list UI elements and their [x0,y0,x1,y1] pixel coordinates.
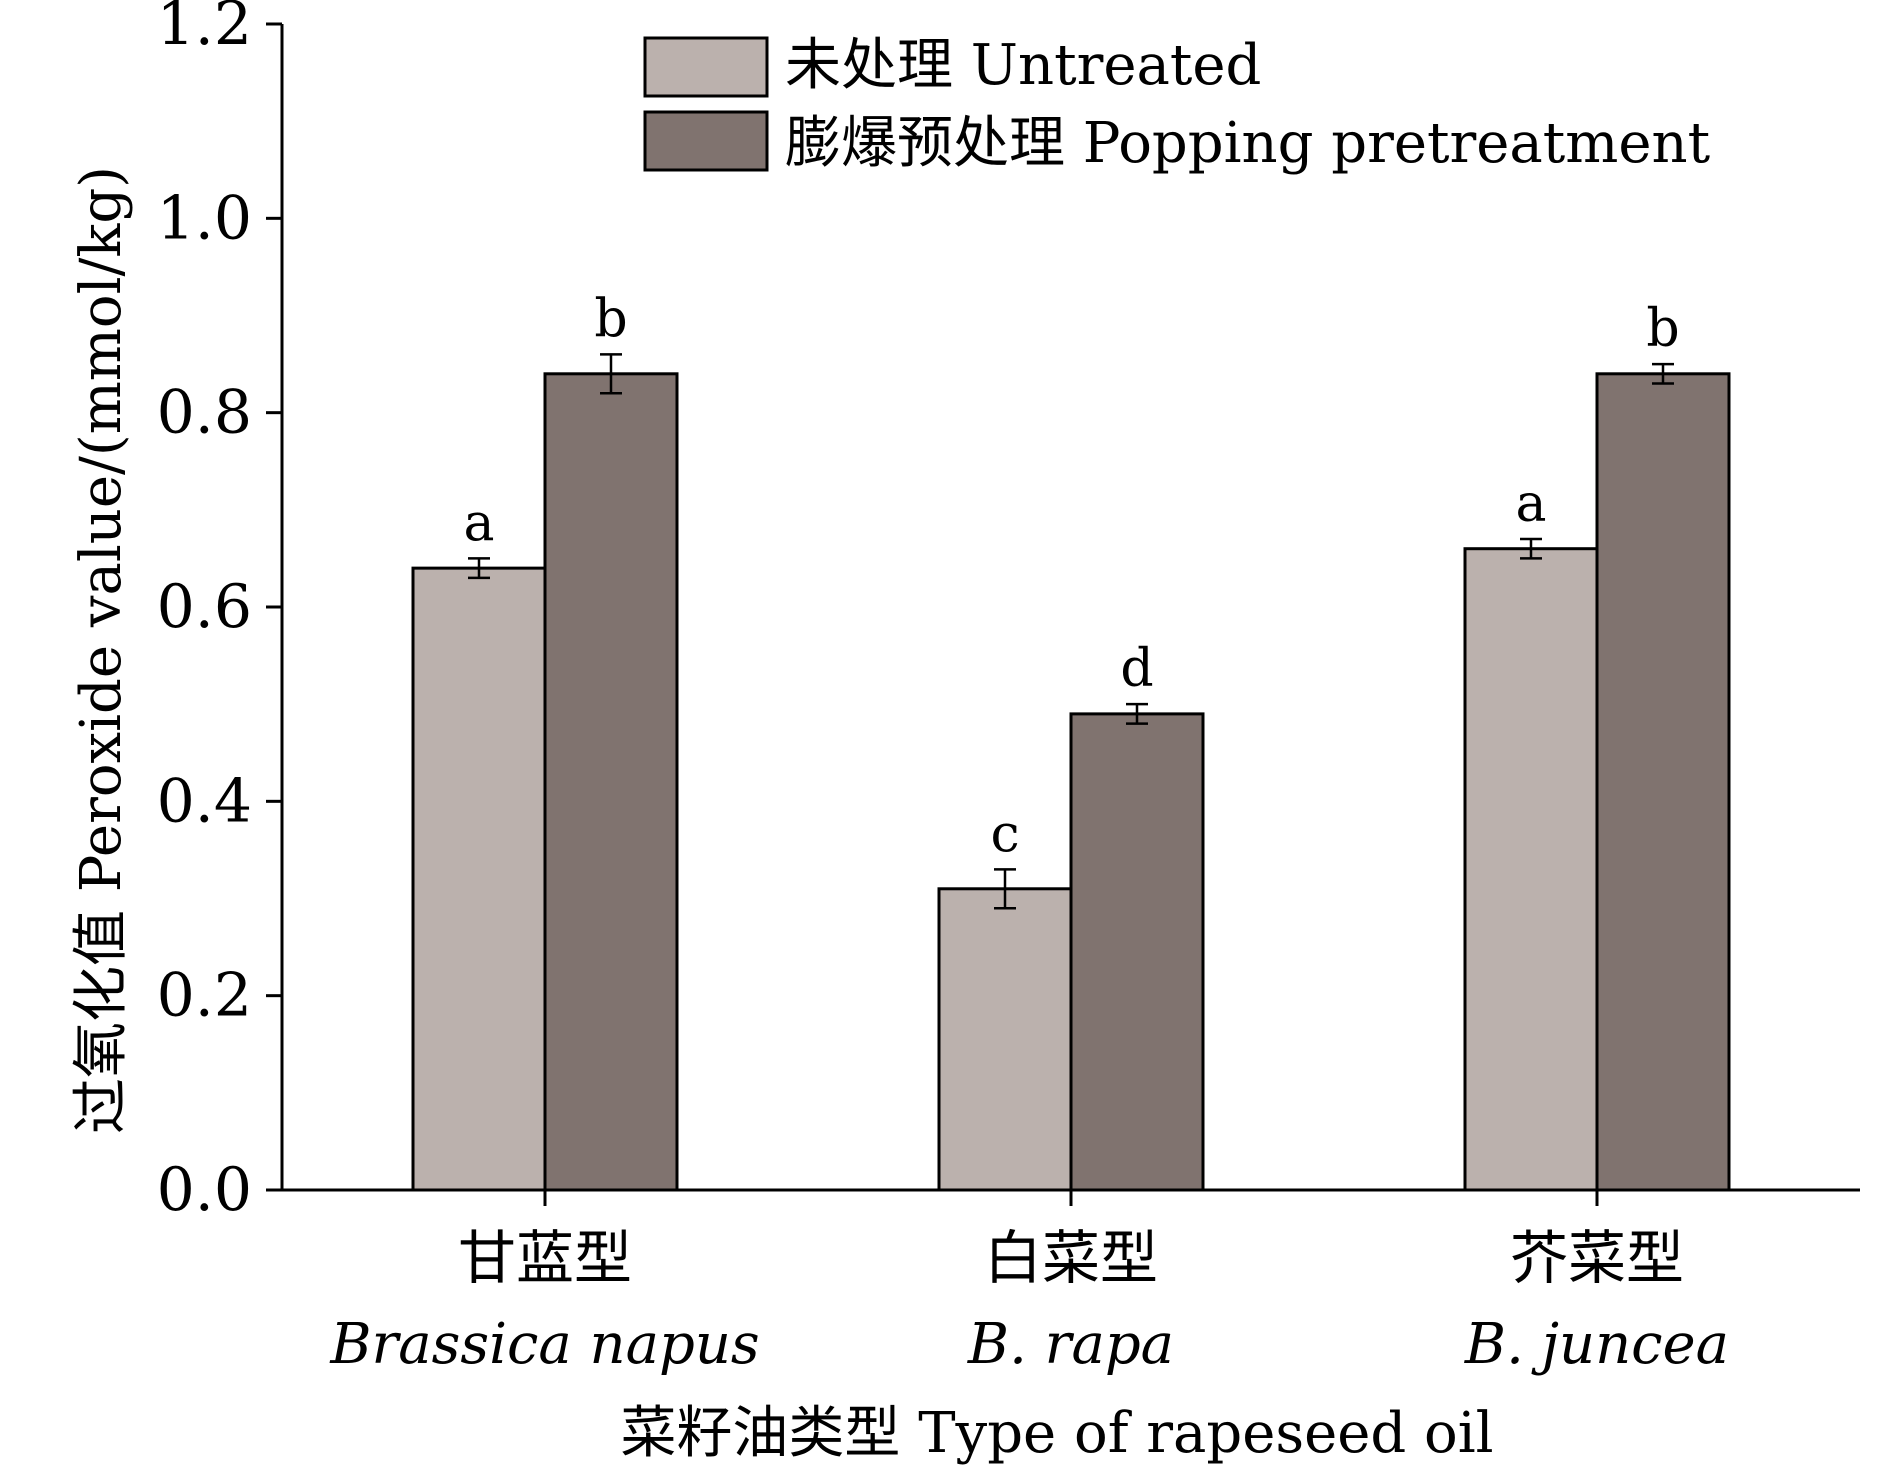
y-tick-label: 0.2 [157,961,252,1031]
bar [937,887,1073,1192]
axes-layer: 0.0 0.2 0.4 0.6 0.8 1.0 1.2 甘蓝型 Brassica napus 白菜… [157,0,1860,1377]
legend-label-popping: 膨爆预处理 Popping pretreatment [785,111,1711,176]
x-category-sublabel: B. rapa [967,1312,1174,1377]
x-category-label: 白菜型 [984,1224,1158,1292]
significance-label: b [1646,299,1679,359]
bar [543,372,679,1192]
significance-label: c [990,804,1019,864]
bar [1595,372,1731,1192]
y-tick-label: 0.6 [157,572,252,642]
y-axis-title: 过氧化值 Peroxide value/(mmol/kg) [69,166,134,1134]
bar [1463,547,1599,1192]
y-tick-label: 0.4 [157,766,252,836]
significance-label: a [1515,474,1546,534]
x-axis-title: 菜籽油类型 Type of rapeseed oil [620,1401,1493,1465]
bar [1069,712,1205,1192]
bar [411,566,547,1192]
labels-layer: a c a b d b [463,289,1679,864]
bars-layer [411,353,1731,1192]
x-category-sublabel: B. juncea [1464,1312,1729,1377]
y-tick-label: 0.0 [157,1155,252,1225]
x-category-label: 芥菜型 [1510,1224,1684,1292]
x-category-sublabel: Brassica napus [329,1312,759,1377]
legend-swatch-untreated [643,36,769,98]
y-tick-label: 1.0 [157,183,252,253]
legend: 未处理 Untreated 膨爆预处理 Popping pretreatment [643,33,1711,176]
legend-label-untreated: 未处理 Untreated [785,33,1261,98]
y-tick-label: 1.2 [157,0,252,59]
significance-label: b [594,289,627,349]
x-category-label: 甘蓝型 [458,1224,632,1292]
y-tick-label: 0.8 [157,378,252,448]
legend-swatch-popping [643,110,769,172]
significance-label: d [1120,639,1153,699]
significance-label: a [463,493,494,553]
